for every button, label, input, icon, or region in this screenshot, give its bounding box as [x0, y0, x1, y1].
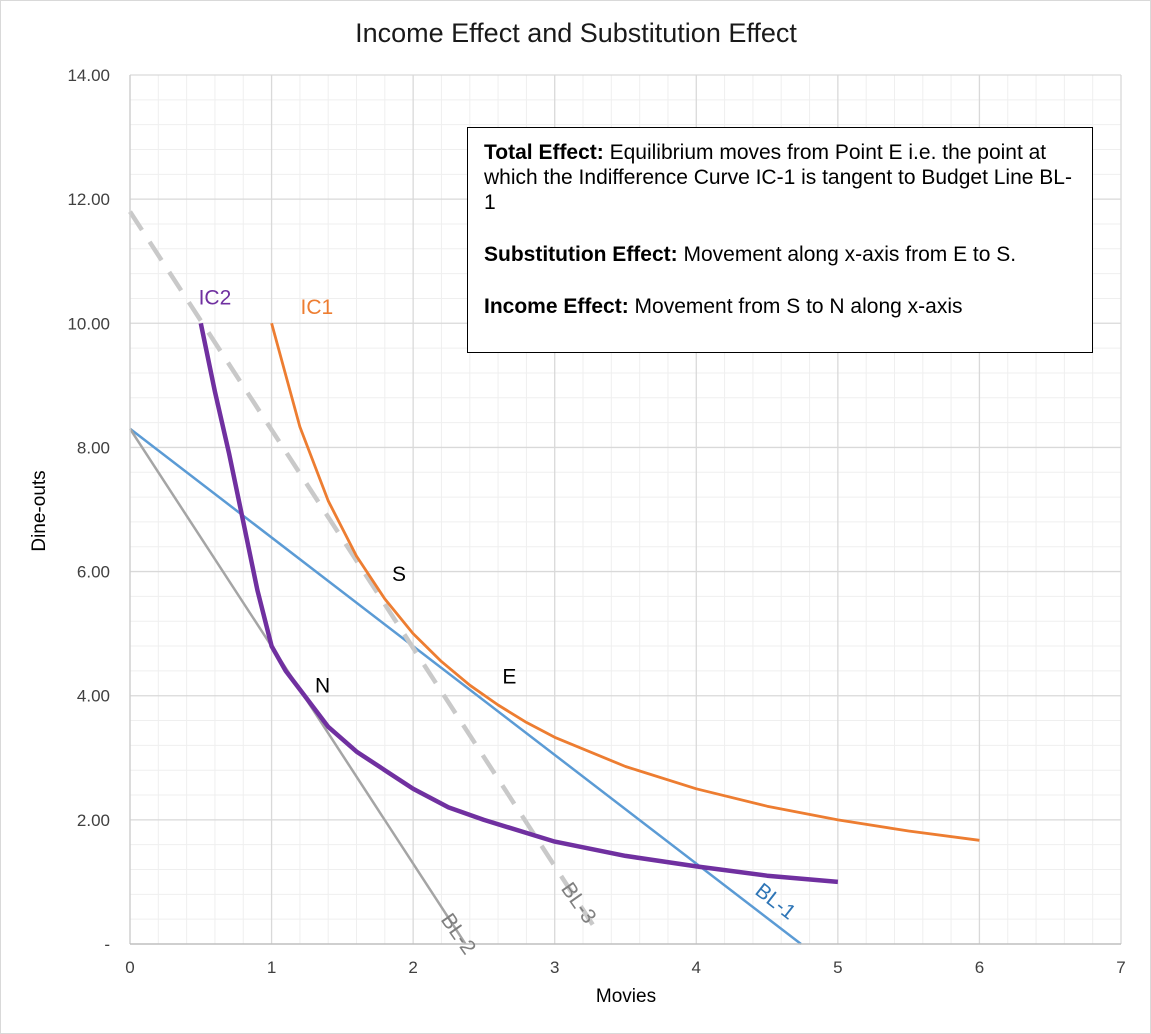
y-tick-label: 8.00	[77, 438, 110, 457]
x-tick-label: 6	[975, 958, 984, 977]
y-tick-label: -	[104, 935, 110, 954]
total-effect-text: Equilibrium moves from Point E i.e. the …	[484, 141, 1072, 214]
y-tick-label: 14.00	[67, 66, 110, 85]
income-effect-text: Movement from S to N along x-axis	[628, 295, 963, 318]
total-effect-note: Total Effect: Equilibrium moves from Poi…	[484, 140, 1076, 215]
minor-gridlines	[130, 75, 1121, 944]
substitution-effect-text: Movement along x-axis from E to S.	[677, 243, 1017, 266]
income-effect-note: Income Effect: Movement from S to N alon…	[484, 294, 1076, 319]
series-ic1	[270, 322, 980, 842]
point-label-s: S	[392, 563, 406, 586]
curve-label-bl-3: BL-3	[556, 878, 600, 928]
x-tick-label: 2	[408, 958, 417, 977]
curve-label-ic1: IC1	[301, 296, 334, 319]
x-tick-label: 4	[692, 958, 701, 977]
series-ic2	[198, 322, 839, 885]
y-axis-title: Dine-outs	[29, 470, 50, 551]
income-effect-label: Income Effect:	[484, 295, 629, 318]
x-tick-label: 0	[125, 958, 134, 977]
curve-label-bl-2: BL-2	[436, 909, 480, 959]
x-tick-label: 3	[550, 958, 559, 977]
axis-layer: 0 1 2 3 4 5 6 7 - 2.00 4.00 6.00 8.00 10.00 12.00 14.00	[67, 66, 1125, 977]
x-tick-label: 5	[833, 958, 842, 977]
y-tick-label: 6.00	[77, 563, 110, 582]
y-tick-label: 4.00	[77, 687, 110, 706]
point-label-n: N	[315, 675, 330, 698]
curve-label-ic2: IC2	[199, 287, 232, 310]
series-layer	[128, 210, 980, 945]
x-tick-label: 1	[267, 958, 276, 977]
point-label-e: E	[502, 665, 516, 688]
chart-title: Income Effect and Substitution Effect	[355, 18, 797, 48]
total-effect-label: Total Effect:	[484, 141, 604, 164]
x-axis-title: Movies	[596, 986, 656, 1007]
substitution-effect-note: Substitution Effect: Movement along x-ax…	[484, 242, 1076, 267]
y-tick-label: 12.00	[67, 190, 110, 209]
substitution-effect-label: Substitution Effect:	[484, 243, 678, 266]
curve-label-bl-1: BL-1	[751, 879, 800, 924]
y-tick-label: 2.00	[77, 811, 110, 830]
y-tick-label: 10.00	[67, 314, 110, 333]
x-tick-label: 7	[1116, 958, 1125, 977]
effects-note-box: Total Effect: Equilibrium moves from Poi…	[467, 127, 1093, 353]
